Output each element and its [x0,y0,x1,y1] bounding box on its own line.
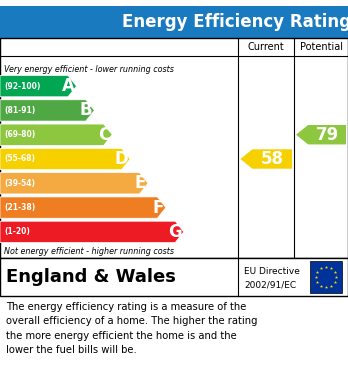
Text: (69-80): (69-80) [4,130,35,139]
Text: Not energy efficient - higher running costs: Not energy efficient - higher running co… [4,246,174,255]
Text: (39-54): (39-54) [4,179,35,188]
Polygon shape [0,124,112,145]
Bar [0,38,348,258]
Polygon shape [0,173,148,194]
Bar [0,6,348,38]
Text: The energy efficiency rating is a measure of the
overall efficiency of a home. T: The energy efficiency rating is a measur… [6,302,258,355]
Bar [310,261,342,293]
Bar [0,258,348,296]
Text: A: A [62,77,74,95]
Text: (92-100): (92-100) [4,82,40,91]
Text: Current: Current [248,42,285,52]
Text: D: D [114,150,128,168]
Text: C: C [98,126,110,144]
Text: EU Directive: EU Directive [244,267,300,276]
Text: E: E [135,174,146,192]
Text: (21-38): (21-38) [4,203,35,212]
Text: Energy Efficiency Rating: Energy Efficiency Rating [122,13,348,31]
Text: Very energy efficient - lower running costs: Very energy efficient - lower running co… [4,66,174,75]
Text: Potential: Potential [300,42,342,52]
Text: 79: 79 [315,126,339,144]
Text: England & Wales: England & Wales [6,268,176,286]
Text: F: F [152,199,164,217]
Text: (81-91): (81-91) [4,106,35,115]
Polygon shape [296,125,346,144]
Polygon shape [0,221,184,242]
Text: (1-20): (1-20) [4,227,30,236]
Polygon shape [0,75,77,97]
Polygon shape [0,197,166,218]
Text: B: B [80,101,92,119]
Text: G: G [168,223,182,241]
Text: (55-68): (55-68) [4,154,35,163]
Polygon shape [0,148,130,170]
Polygon shape [0,100,94,121]
Text: 2002/91/EC: 2002/91/EC [244,280,296,289]
Text: 58: 58 [261,150,284,168]
Polygon shape [240,149,292,169]
